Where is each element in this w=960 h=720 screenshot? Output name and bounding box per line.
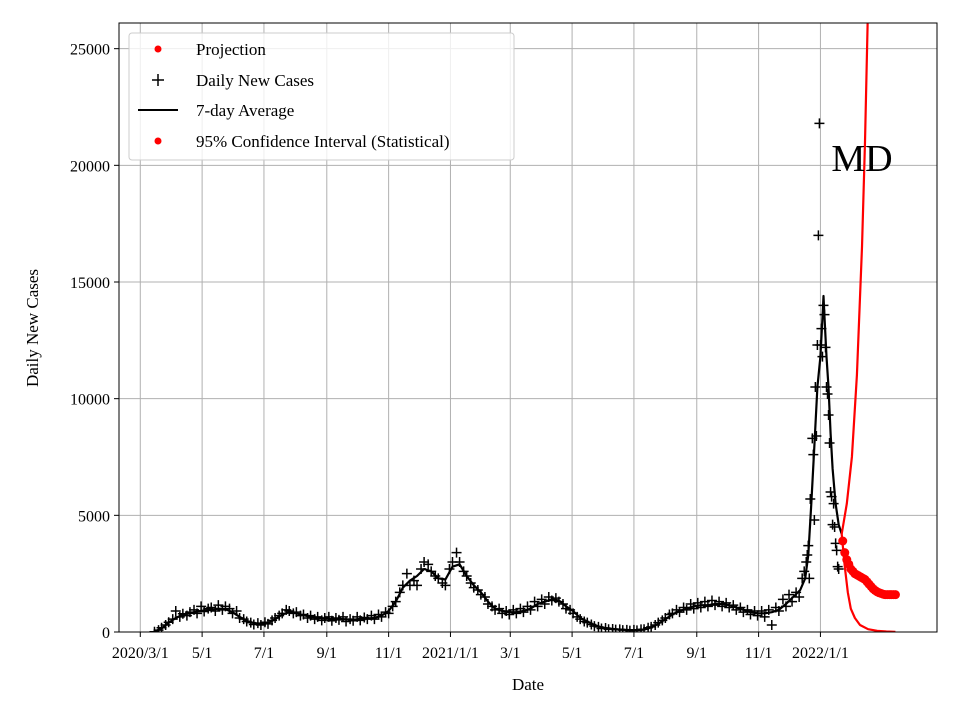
daily-cases-point bbox=[210, 606, 221, 616]
x-tick-label: 9/1 bbox=[317, 645, 337, 662]
y-axis-label: Daily New Cases bbox=[23, 269, 42, 387]
series-95-confidence-interval-statistical-lower bbox=[840, 533, 896, 632]
projection-point bbox=[890, 590, 900, 600]
legend: Projection Daily New Cases 7-day Average… bbox=[128, 32, 515, 161]
series-line bbox=[840, 533, 896, 632]
legend-box bbox=[128, 32, 515, 161]
daily-cases-point bbox=[784, 589, 795, 600]
daily-cases-point bbox=[440, 580, 451, 591]
legend-marker-dot bbox=[154, 137, 162, 145]
legend-label: 95% Confidence Interval (Statistical) bbox=[196, 132, 450, 151]
axes-frame bbox=[118, 22, 938, 633]
daily-cases-point bbox=[170, 606, 181, 616]
series-line bbox=[154, 294, 843, 632]
daily-cases-point bbox=[423, 559, 434, 570]
daily-cases-point bbox=[794, 592, 805, 602]
daily-cases-point bbox=[766, 620, 777, 630]
daily-cases-point bbox=[829, 522, 840, 532]
daily-cases-point bbox=[822, 389, 833, 399]
x-tick-label: 7/1 bbox=[254, 645, 274, 662]
daily-cases-point bbox=[451, 547, 462, 558]
legend-marker-plus bbox=[152, 74, 164, 86]
daily-cases-point bbox=[832, 561, 843, 572]
state-annotation: MD bbox=[831, 138, 892, 180]
legend-item-daily-cases: Daily New Cases bbox=[152, 71, 314, 90]
x-tick-label: 2021/1/1 bbox=[422, 645, 479, 662]
daily-cases-point bbox=[412, 580, 423, 591]
daily-cases-point bbox=[833, 564, 844, 574]
x-tick-label: 9/1 bbox=[687, 645, 707, 662]
daily-cases-point bbox=[799, 566, 810, 577]
series-projection bbox=[838, 536, 900, 600]
legend-marker-dot bbox=[154, 45, 162, 53]
series-line bbox=[840, 23, 869, 535]
series-daily-new-cases bbox=[149, 118, 844, 632]
y-tick-label: 25000 bbox=[70, 42, 110, 59]
legend-item-confidence-interval: 95% Confidence Interval (Statistical) bbox=[154, 132, 450, 151]
axis-ticks: 2020/3/1 5/1 7/1 9/1 11/1 2021/1/1 3/1 5/1 7/1 9/… bbox=[70, 42, 849, 662]
daily-cases-point bbox=[196, 601, 207, 612]
y-tick-label: 0 bbox=[102, 625, 110, 642]
x-tick-label: 3/1 bbox=[500, 645, 520, 662]
series-group bbox=[149, 23, 900, 632]
x-tick-label: 7/1 bbox=[624, 645, 644, 662]
legend-label: Projection bbox=[196, 40, 266, 59]
legend-label: 7-day Average bbox=[196, 101, 294, 120]
daily-cases-point bbox=[401, 568, 412, 579]
x-tick-label: 2022/1/1 bbox=[792, 645, 849, 662]
daily-cases-point bbox=[821, 382, 832, 392]
daily-cases-point bbox=[810, 382, 821, 392]
series-95-confidence-interval-statistical-upper bbox=[840, 23, 869, 535]
daily-cases-point bbox=[777, 594, 788, 605]
legend-item-projection: Projection bbox=[154, 40, 266, 59]
legend-label: Daily New Cases bbox=[196, 71, 314, 90]
daily-cases-point bbox=[811, 431, 822, 441]
y-tick-label: 20000 bbox=[70, 158, 110, 175]
x-axis-label: Date bbox=[512, 675, 544, 694]
plot-area bbox=[149, 23, 900, 632]
series-7-day-average bbox=[154, 294, 843, 632]
x-tick-label: 2020/3/1 bbox=[112, 645, 169, 662]
y-tick-label: 10000 bbox=[70, 392, 110, 409]
daily-cases-point bbox=[831, 545, 842, 556]
y-tick-label: 15000 bbox=[70, 275, 110, 292]
x-tick-label: 11/1 bbox=[375, 645, 403, 662]
y-tick-label: 5000 bbox=[78, 508, 110, 525]
x-tick-label: 5/1 bbox=[562, 645, 582, 662]
legend-item-7day-average: 7-day Average bbox=[138, 101, 294, 120]
x-tick-label: 11/1 bbox=[745, 645, 773, 662]
daily-cases-point bbox=[827, 519, 838, 530]
x-tick-label: 5/1 bbox=[192, 645, 212, 662]
daily-cases-point bbox=[813, 230, 824, 241]
daily-cases-point bbox=[824, 438, 835, 448]
daily-cases-point bbox=[828, 498, 839, 509]
daily-cases-point bbox=[702, 601, 713, 612]
daily-cases-point bbox=[814, 118, 825, 129]
